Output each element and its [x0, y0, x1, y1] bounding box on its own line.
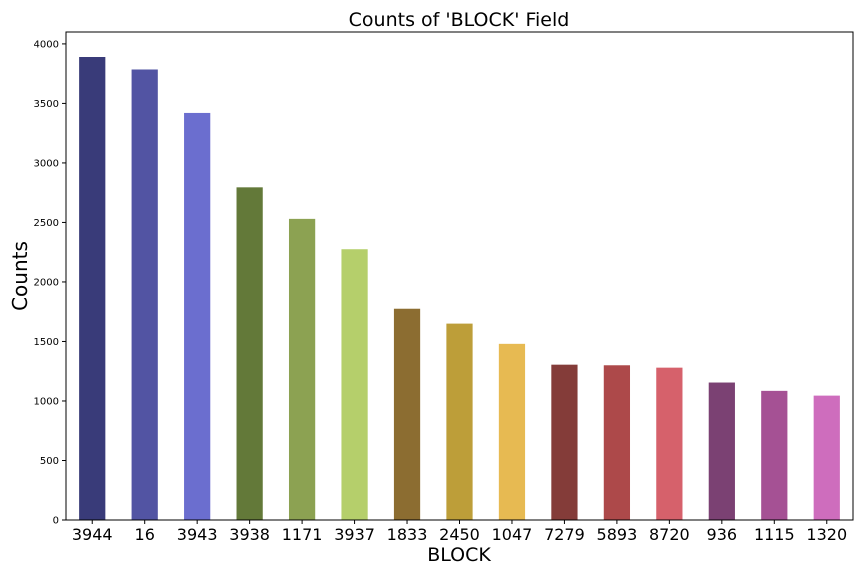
bar-936 [708, 382, 735, 520]
x-tick-label: 1047 [492, 525, 533, 544]
x-tick-label: 1320 [806, 525, 847, 544]
x-tick-label: 3944 [72, 525, 113, 544]
bar-3937 [341, 249, 368, 520]
y-tick-label: 4000 [34, 39, 59, 50]
x-tick-label: 3937 [334, 525, 375, 544]
bar-1115 [761, 390, 788, 520]
x-tick-label: 1171 [282, 525, 323, 544]
bar-1047 [498, 343, 526, 520]
bar-7279 [551, 364, 578, 520]
bar-2450 [446, 323, 473, 520]
x-tick-label: 7279 [544, 525, 585, 544]
x-tick-label: 1833 [387, 525, 428, 544]
x-axis: 3944 16 3943 3938 1171 3937 1833 2450 1047 7279 58… [72, 520, 847, 544]
x-tick-label: 1115 [754, 525, 795, 544]
y-axis: 0 500 1000 1500 2000 2500 3000 3500 4000 [34, 39, 66, 527]
bar-1833 [393, 308, 421, 520]
y-tick-label: 1000 [34, 396, 59, 407]
x-axis-label: BLOCK [427, 544, 491, 566]
bar-1320 [813, 395, 840, 520]
y-tick-label: 2000 [34, 277, 59, 288]
chart-title: Counts of 'BLOCK' Field [349, 9, 570, 31]
bar-3938 [236, 187, 263, 520]
y-tick-label: 0 [53, 516, 59, 527]
bar-8720 [656, 367, 683, 520]
x-tick-label: 3943 [177, 525, 218, 544]
bar-16 [131, 69, 158, 521]
y-tick-label: 500 [40, 456, 59, 467]
x-tick-label: 2450 [439, 525, 480, 544]
y-axis-label: Counts [8, 241, 32, 311]
bar-5893 [603, 365, 631, 520]
y-tick-label: 1500 [34, 337, 59, 348]
y-tick-label: 3500 [34, 99, 59, 110]
x-tick-label: 3938 [229, 525, 270, 544]
x-tick-label: 936 [707, 525, 738, 544]
bars-group [79, 57, 840, 521]
bar-1171 [288, 218, 316, 520]
x-tick-label: 8720 [649, 525, 690, 544]
x-tick-label: 5893 [597, 525, 638, 544]
y-tick-label: 2500 [34, 218, 59, 229]
bar-3944 [79, 57, 106, 520]
x-tick-label: 16 [135, 525, 155, 544]
bar-3943 [184, 112, 211, 520]
y-tick-label: 3000 [34, 158, 59, 169]
plot-frame [65, 31, 854, 521]
